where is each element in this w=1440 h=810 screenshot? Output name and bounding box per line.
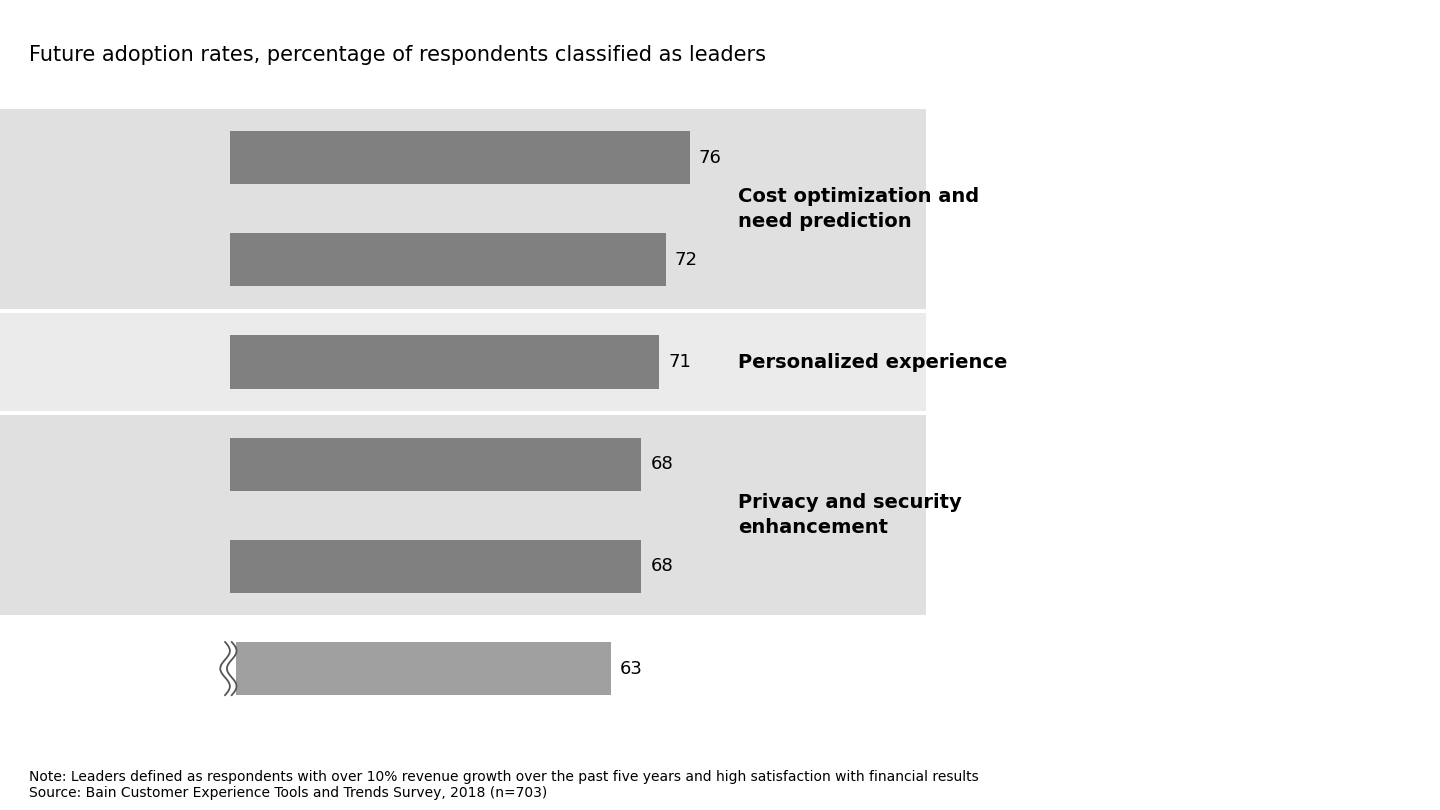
Bar [230,642,611,695]
Text: 76: 76 [698,149,721,167]
Bar [220,639,236,697]
Text: 71: 71 [668,353,691,371]
Text: 68: 68 [651,557,672,575]
Text: Future adoption rates, percentage of respondents classified as leaders: Future adoption rates, percentage of res… [29,45,766,65]
Text: Personalized experience: Personalized experience [739,352,1008,372]
Text: Note: Leaders defined as respondents with over 10% revenue growth over the past : Note: Leaders defined as respondents wit… [29,770,979,799]
Bar [230,233,665,287]
Text: 68: 68 [651,455,672,473]
Bar [230,335,660,389]
Text: 72: 72 [674,251,697,269]
Bar [230,539,641,593]
Text: Privacy and security
enhancement: Privacy and security enhancement [739,493,962,537]
Bar [230,437,641,491]
Text: Cost optimization and
need prediction: Cost optimization and need prediction [739,187,979,231]
Bar [0,109,926,309]
Bar [0,416,926,616]
Text: 63: 63 [621,659,644,677]
Bar [230,131,690,184]
Bar [0,313,926,411]
